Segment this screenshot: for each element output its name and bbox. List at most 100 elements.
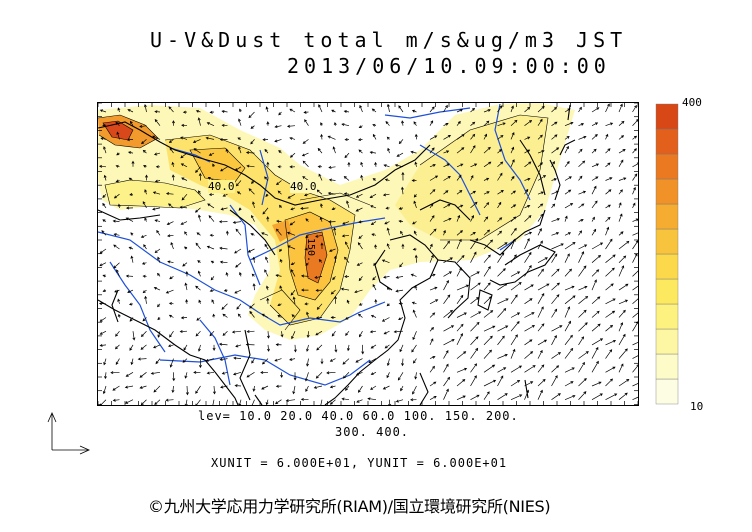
wind-vector [291, 314, 296, 318]
wind-vector [524, 312, 535, 318]
wind-vector [196, 317, 201, 321]
wind-vector [632, 355, 638, 359]
wind-vector [470, 311, 482, 318]
wind-vector [387, 147, 391, 154]
wind-vector [172, 372, 176, 382]
wind-vector [315, 372, 323, 379]
wind-vector [497, 161, 504, 168]
colorbar-swatch [655, 178, 679, 205]
wind-vector [265, 193, 269, 197]
wind-vector [605, 254, 616, 263]
wind-vector [132, 331, 136, 341]
wind-vector [413, 193, 417, 198]
wind-vector [537, 240, 543, 250]
wind-vector [252, 256, 256, 263]
wind-vector [483, 146, 491, 154]
wind-vector [249, 303, 255, 309]
colorbar-swatch [655, 128, 679, 155]
wind-vector [279, 204, 282, 209]
wind-vector [411, 344, 417, 353]
wind-vector [456, 254, 465, 263]
wind-vector [238, 146, 242, 154]
wind-vector [116, 152, 120, 156]
wind-vector [139, 124, 147, 128]
wind-vector [537, 162, 543, 168]
wind-vector [367, 397, 377, 401]
wind-vector [128, 302, 134, 306]
wind-vector [470, 107, 476, 113]
wind-vector [510, 238, 516, 250]
wind-vector [301, 288, 309, 292]
wind-vector [234, 166, 242, 171]
wind-vector [142, 317, 147, 322]
wind-vector [632, 119, 638, 126]
wind-vector [234, 289, 242, 294]
wind-vector [591, 338, 604, 346]
wind-vector [398, 206, 404, 210]
wind-vector [331, 109, 336, 113]
wind-vector [605, 162, 611, 168]
wind-vector [274, 125, 282, 129]
wind-vector [222, 313, 228, 318]
wind-vector [605, 216, 611, 222]
wind-vector [510, 159, 515, 167]
wind-vector [551, 178, 557, 181]
wind-vector [231, 330, 242, 334]
wind-vector [399, 344, 404, 353]
wind-vector [632, 148, 637, 154]
wind-vector [354, 289, 363, 294]
wind-vector [429, 326, 434, 332]
wind-vector [238, 118, 242, 126]
wind-vector [320, 122, 323, 126]
wind-vector [221, 109, 228, 113]
wind-vector [154, 110, 161, 114]
wind-vector [429, 203, 434, 209]
wind-vector [117, 107, 121, 113]
wind-vector [195, 166, 201, 173]
wind-vector [318, 173, 323, 181]
wind-vector [564, 203, 574, 209]
wind-vector [497, 217, 503, 222]
rivers [98, 103, 531, 386]
wind-vector [632, 396, 638, 401]
wind-vector [524, 325, 536, 332]
wind-vector [117, 313, 121, 318]
wind-vector [234, 248, 242, 254]
wind-vector [112, 398, 120, 402]
wind-vector [208, 193, 215, 197]
wind-vector [317, 165, 323, 169]
wind-vector [251, 358, 255, 364]
wind-vector [397, 372, 404, 381]
wind-vector [185, 385, 189, 396]
wind-vector [355, 193, 363, 198]
wind-vector [183, 344, 188, 351]
wind-vector [411, 301, 417, 305]
wind-vector [252, 283, 256, 291]
colorbar-swatch [655, 103, 679, 130]
wind-vector [386, 372, 390, 379]
wind-vector [605, 177, 613, 181]
wind-vector [443, 163, 450, 168]
wind-vector [551, 218, 560, 222]
wind-vector [343, 176, 350, 181]
wind-vector [182, 110, 188, 114]
wind-vector [196, 232, 201, 236]
wind-vector [429, 175, 439, 181]
wind-vector [327, 135, 336, 140]
wind-vector [618, 265, 625, 277]
wind-vector [524, 298, 533, 305]
wind-vector [170, 242, 174, 250]
wind-vector [537, 118, 543, 126]
wind-vector [618, 213, 623, 222]
wind-vector [193, 370, 201, 374]
wind-vector [632, 202, 636, 209]
wind-vector [359, 331, 363, 338]
wind-vector [632, 104, 637, 113]
wind-vector [103, 358, 107, 366]
wind-vector [591, 393, 603, 401]
colorbar-swatch [655, 228, 679, 255]
wind-vector [443, 203, 451, 209]
wind-vector [128, 246, 134, 250]
wind-vector [320, 203, 323, 208]
wind-vector [130, 232, 134, 236]
